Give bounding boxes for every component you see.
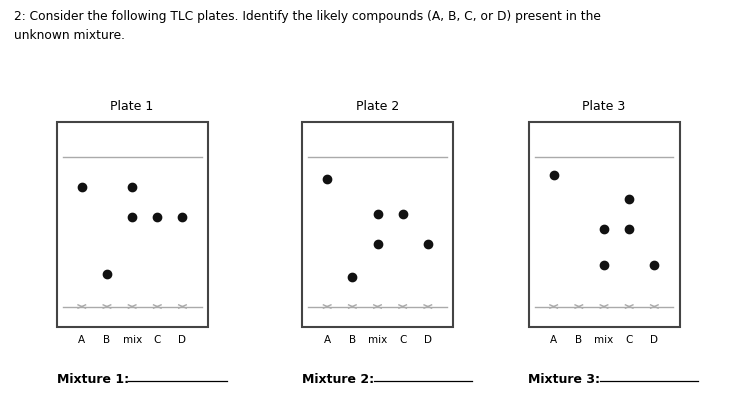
Text: Mixture 2:: Mixture 2: (302, 372, 374, 385)
Text: mix: mix (122, 335, 142, 344)
Text: Plate 1: Plate 1 (110, 99, 154, 112)
Bar (302, 123, 453, 327)
Bar (528, 123, 680, 327)
Text: 2: Consider the following TLC plates. Identify the likely compounds (A, B, C, or: 2: Consider the following TLC plates. Id… (14, 10, 600, 23)
Text: A: A (79, 335, 85, 344)
Text: A: A (550, 335, 557, 344)
Text: B: B (349, 335, 356, 344)
Text: unknown mixture.: unknown mixture. (14, 29, 125, 42)
Text: A: A (324, 335, 331, 344)
Text: B: B (575, 335, 582, 344)
Text: C: C (153, 335, 161, 344)
Text: D: D (424, 335, 432, 344)
Text: B: B (103, 335, 110, 344)
Text: Plate 3: Plate 3 (582, 99, 626, 112)
Text: Plate 2: Plate 2 (356, 99, 399, 112)
Text: C: C (625, 335, 633, 344)
Bar (57, 123, 208, 327)
Text: mix: mix (368, 335, 387, 344)
Text: D: D (650, 335, 658, 344)
Text: D: D (178, 335, 186, 344)
Text: mix: mix (594, 335, 614, 344)
Text: Mixture 3:: Mixture 3: (528, 372, 600, 385)
Text: C: C (399, 335, 406, 344)
Text: Mixture 1:: Mixture 1: (57, 372, 129, 385)
